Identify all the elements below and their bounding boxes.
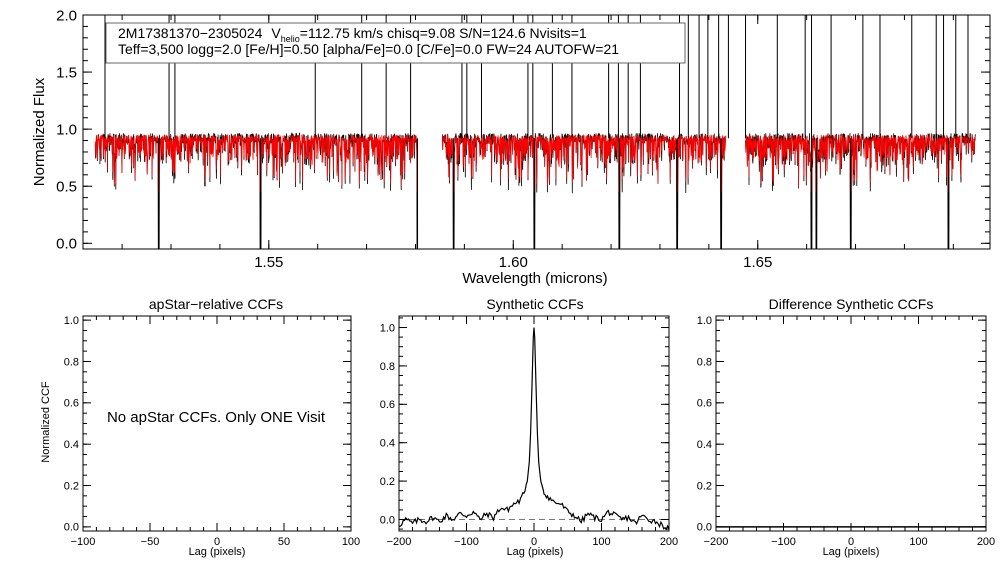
ccf3-ytick-label: 0.4 [697, 439, 712, 451]
no-ccf-message: No apStar CCFs. Only ONE Visit [107, 409, 326, 426]
spectrum-y-label: Normalized Flux [31, 77, 48, 186]
spectrum-ytick-label: 1.0 [56, 121, 77, 138]
ccf3-ytick-label: 1.0 [697, 315, 712, 327]
ccf-panel-1-y-label: Normalized CCF [40, 381, 52, 463]
ccf2-series-1 [398, 327, 670, 531]
ccf1-ytick-label: 0.6 [64, 398, 79, 410]
ccf1-xtick-label: −50 [141, 536, 160, 548]
info-box [105, 22, 686, 64]
ccf3-xtick-label: 0 [848, 536, 854, 548]
ccf-panel-3-frame [715, 315, 987, 532]
info-line-1-values: =112.75 km/s chisq=9.08 S/N=124.6 Nvisit… [300, 25, 587, 41]
ccf-panel-1-title: apStar−relative CCFs [149, 296, 283, 312]
ccf3-xtick-label: 200 [977, 536, 995, 548]
info-line-1: 2M17381370−2305024 Vhelio=112.75 km/s chi… [118, 25, 587, 44]
info-line-2: Teff=3,500 logg=2.0 [Fe/H]=0.50 [alpha/F… [118, 41, 619, 57]
ccf-panel-1-x-label: Lag (pixels) [189, 546, 246, 558]
model-spectrum-chip-1 [94, 133, 418, 193]
ccf-panel-synthetic: Synthetic CCFs −200 −100 0 100 200 0.0 0.2 0.4 0… [380, 296, 678, 558]
model-spectrum-chip-2 [442, 133, 727, 193]
spectrum-frame [82, 14, 991, 250]
spectrum-x-label: Wavelength (microns) [462, 270, 607, 287]
ccf-panel-2-x-label: Lag (pixels) [507, 546, 564, 558]
spectrum-ytick-label: 0.5 [56, 178, 77, 195]
v-helio-symbol: V [271, 25, 281, 41]
ccf-panel-2-axes: −200 −100 0 100 200 0.0 0.2 0.4 0.6 0.8 1.0 [380, 316, 678, 548]
ccf2-ytick-label: 0.6 [380, 399, 395, 411]
ccf-panel-3-axes: −200 −100 0 100 200 0.0 0.2 0.4 0.6 0.8 1.0 [697, 315, 995, 548]
spectrum-ytick-label: 0.0 [56, 236, 77, 253]
spectrum-ytick-label: 2.0 [56, 7, 77, 24]
ccf1-xtick-label: 50 [278, 536, 290, 548]
model-spectrum-chip-3 [745, 134, 976, 193]
ccf2-ytick-label: 0.4 [380, 438, 395, 450]
spectrum-panel: 1.55 1.60 1.65 0.0 0.5 1.0 1.5 2.0 Wavelength (… [31, 7, 991, 287]
ccf2-xtick-label: −200 [387, 536, 412, 548]
ccf-panel-apstar: apStar−relative CCFs −100 −50 0 50 100 0.0 0.2… [40, 296, 360, 558]
ccf1-xtick-label: 0 [214, 536, 220, 548]
ccf3-xtick-label: −100 [771, 536, 796, 548]
ccf1-ytick-label: 0.0 [64, 522, 79, 534]
ccf2-xtick-label: 100 [592, 536, 610, 548]
spectrum-xtick-label: 1.55 [254, 254, 283, 271]
ccf-panel-2-frame [398, 315, 670, 532]
star-id: 2M17381370−2305024 [118, 25, 263, 41]
observed-spectrum-chip-3 [745, 132, 976, 249]
ccf-panel-3-x-label: Lag (pixels) [823, 546, 880, 558]
spectrum-axes: 1.55 1.60 1.65 0.0 0.5 1.0 1.5 2.0 [56, 7, 990, 271]
ccf-panel-1-axes: −100 −50 0 50 100 0.0 0.2 0.4 0.6 0.8 1.0 [64, 315, 360, 548]
ccf3-ytick-label: 0.8 [697, 356, 712, 368]
spectrum-xtick-label: 1.60 [499, 254, 528, 271]
ccf2-ytick-label: 0.0 [380, 514, 395, 526]
ccf1-ytick-label: 0.2 [64, 480, 79, 492]
ccf1-ytick-label: 1.0 [64, 315, 79, 327]
ccf2-ytick-label: 0.8 [380, 361, 395, 373]
ccf2-ytick-label: 0.2 [380, 476, 395, 488]
ccf1-xtick-label: −100 [71, 536, 96, 548]
ccf2-xtick-label: 200 [660, 536, 678, 548]
ccf3-xtick-label: −200 [704, 536, 729, 548]
ccf-panel-difference: Difference Synthetic CCFs −200 −100 0 100 20… [697, 296, 995, 558]
ccf1-ytick-label: 0.4 [64, 439, 79, 451]
ccf-panel-2-title: Synthetic CCFs [486, 296, 583, 312]
spectrum-ytick-label: 1.5 [56, 64, 77, 81]
ccf2-xtick-label: 0 [531, 536, 537, 548]
ccf3-ytick-label: 0.0 [697, 522, 712, 534]
ccf3-ytick-label: 0.6 [697, 398, 712, 410]
ccf1-ytick-label: 0.8 [64, 356, 79, 368]
ccf3-xtick-label: 100 [909, 536, 927, 548]
v-helio-subscript: helio [281, 34, 300, 44]
ccf-panel-2-traces [398, 327, 670, 531]
ccf2-xtick-label: −100 [454, 536, 479, 548]
ccf1-xtick-label: 100 [342, 536, 360, 548]
ccf-panel-3-title: Difference Synthetic CCFs [769, 296, 934, 312]
ccf3-ytick-label: 0.2 [697, 480, 712, 492]
spectrum-xtick-label: 1.65 [743, 254, 772, 271]
ccf2-ytick-label: 1.0 [380, 322, 395, 334]
